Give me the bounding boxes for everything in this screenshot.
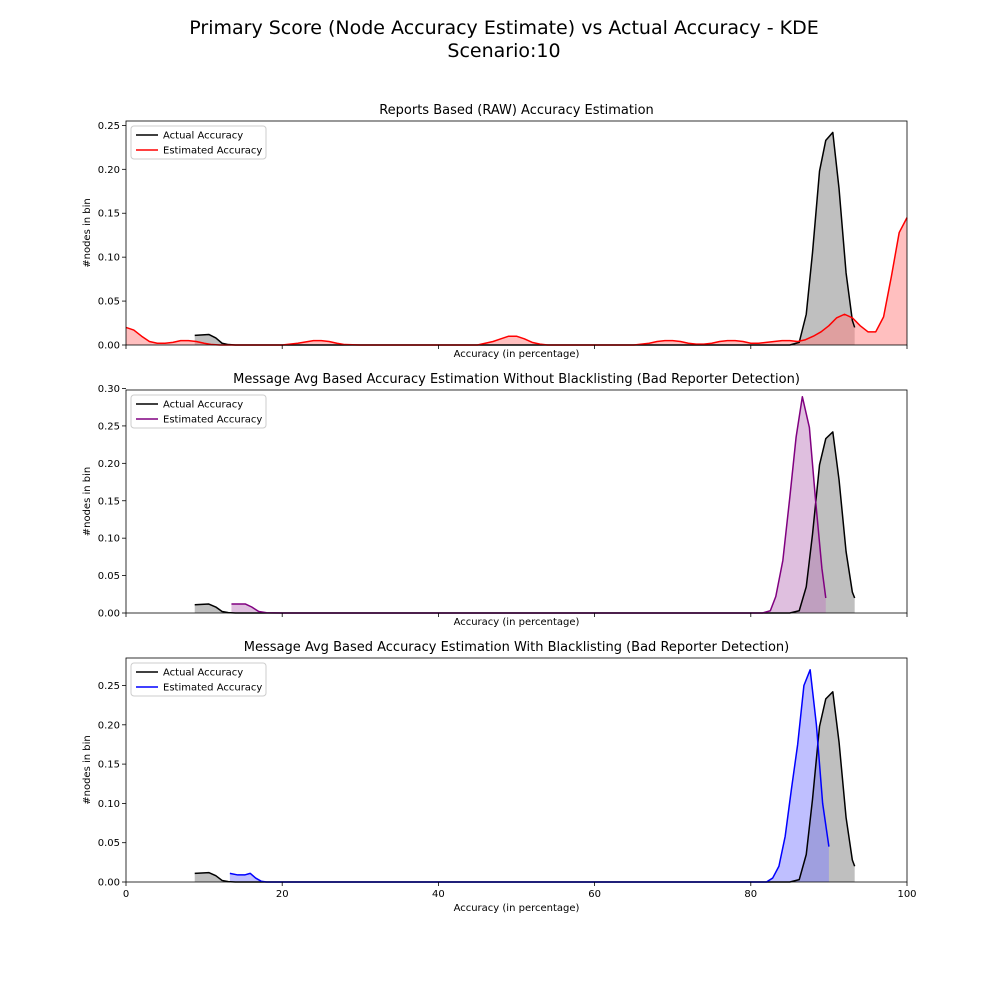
x-axis-label: Accuracy (in percentage) (454, 349, 580, 360)
subplot-2: Message Avg Based Accuracy Estimation Wi… (82, 372, 908, 628)
y-axis-label: #nodes in bin (82, 198, 93, 267)
legend-label-estimated: Estimated Accuracy (163, 683, 262, 694)
x-tick-label: 80 (744, 889, 757, 900)
axes-frame (125, 657, 908, 883)
y-tick-label: 0.25 (98, 681, 120, 692)
x-tick-label: 60 (588, 889, 601, 900)
axes-frame (125, 120, 908, 346)
y-tick-label: 0.15 (98, 496, 120, 507)
y-tick-label: 0.10 (98, 799, 120, 810)
y-tick-label: 0.30 (98, 384, 120, 395)
subplot-title: Message Avg Based Accuracy Estimation Wi… (233, 372, 800, 387)
y-tick-label: 0.15 (98, 760, 120, 771)
y-tick-label: 0.00 (98, 341, 120, 352)
subplot-title: Reports Based (RAW) Accuracy Estimation (379, 103, 654, 118)
y-tick-label: 0.10 (98, 534, 120, 545)
axes-frame (125, 389, 908, 614)
y-tick-label: 0.25 (98, 421, 120, 432)
y-tick-label: 0.15 (98, 209, 120, 220)
y-tick-label: 0.20 (98, 165, 120, 176)
subplot-panels: Reports Based (RAW) Accuracy Estimation 0… (82, 103, 917, 914)
x-tick-label: 0 (123, 889, 129, 900)
y-axis-label: #nodes in bin (82, 467, 93, 536)
series-area-estimated (126, 217, 907, 345)
y-tick-label: 0.20 (98, 720, 120, 731)
y-tick-label: 0.00 (98, 878, 120, 889)
y-tick-label: 0.20 (98, 459, 120, 470)
figure-title-line1: Primary Score (Node Accuracy Estimate) v… (189, 17, 818, 39)
y-tick-label: 0.05 (98, 838, 120, 849)
subplot-title: Message Avg Based Accuracy Estimation Wi… (244, 640, 790, 655)
legend-label-actual: Actual Accuracy (163, 668, 243, 679)
legend-label-actual: Actual Accuracy (163, 400, 243, 411)
legend: Actual Accuracy Estimated Accuracy (130, 394, 267, 429)
x-tick-label: 100 (897, 889, 916, 900)
y-tick-label: 0.05 (98, 297, 120, 308)
legend: Actual Accuracy Estimated Accuracy (130, 125, 267, 160)
legend-label-estimated: Estimated Accuracy (163, 146, 262, 157)
x-axis-label: Accuracy (in percentage) (454, 617, 580, 628)
x-tick-label: 20 (276, 889, 289, 900)
subplot-3: Message Avg Based Accuracy Estimation Wi… (82, 640, 917, 914)
y-tick-label: 0.10 (98, 253, 120, 264)
legend-box (130, 394, 267, 429)
subplot-1: Reports Based (RAW) Accuracy Estimation 0… (82, 103, 908, 360)
figure-title-line2: Scenario:10 (447, 40, 560, 62)
y-tick-label: 0.00 (98, 609, 120, 620)
legend-box (130, 125, 267, 160)
y-tick-label: 0.25 (98, 121, 120, 132)
y-axis-label: #nodes in bin (82, 735, 93, 804)
y-tick-label: 0.05 (98, 571, 120, 582)
x-axis-label: Accuracy (in percentage) (454, 903, 580, 914)
legend-label-actual: Actual Accuracy (163, 131, 243, 142)
x-tick-label: 40 (432, 889, 445, 900)
legend-box (130, 662, 267, 697)
legend-label-estimated: Estimated Accuracy (163, 415, 262, 426)
legend: Actual Accuracy Estimated Accuracy (130, 662, 267, 697)
